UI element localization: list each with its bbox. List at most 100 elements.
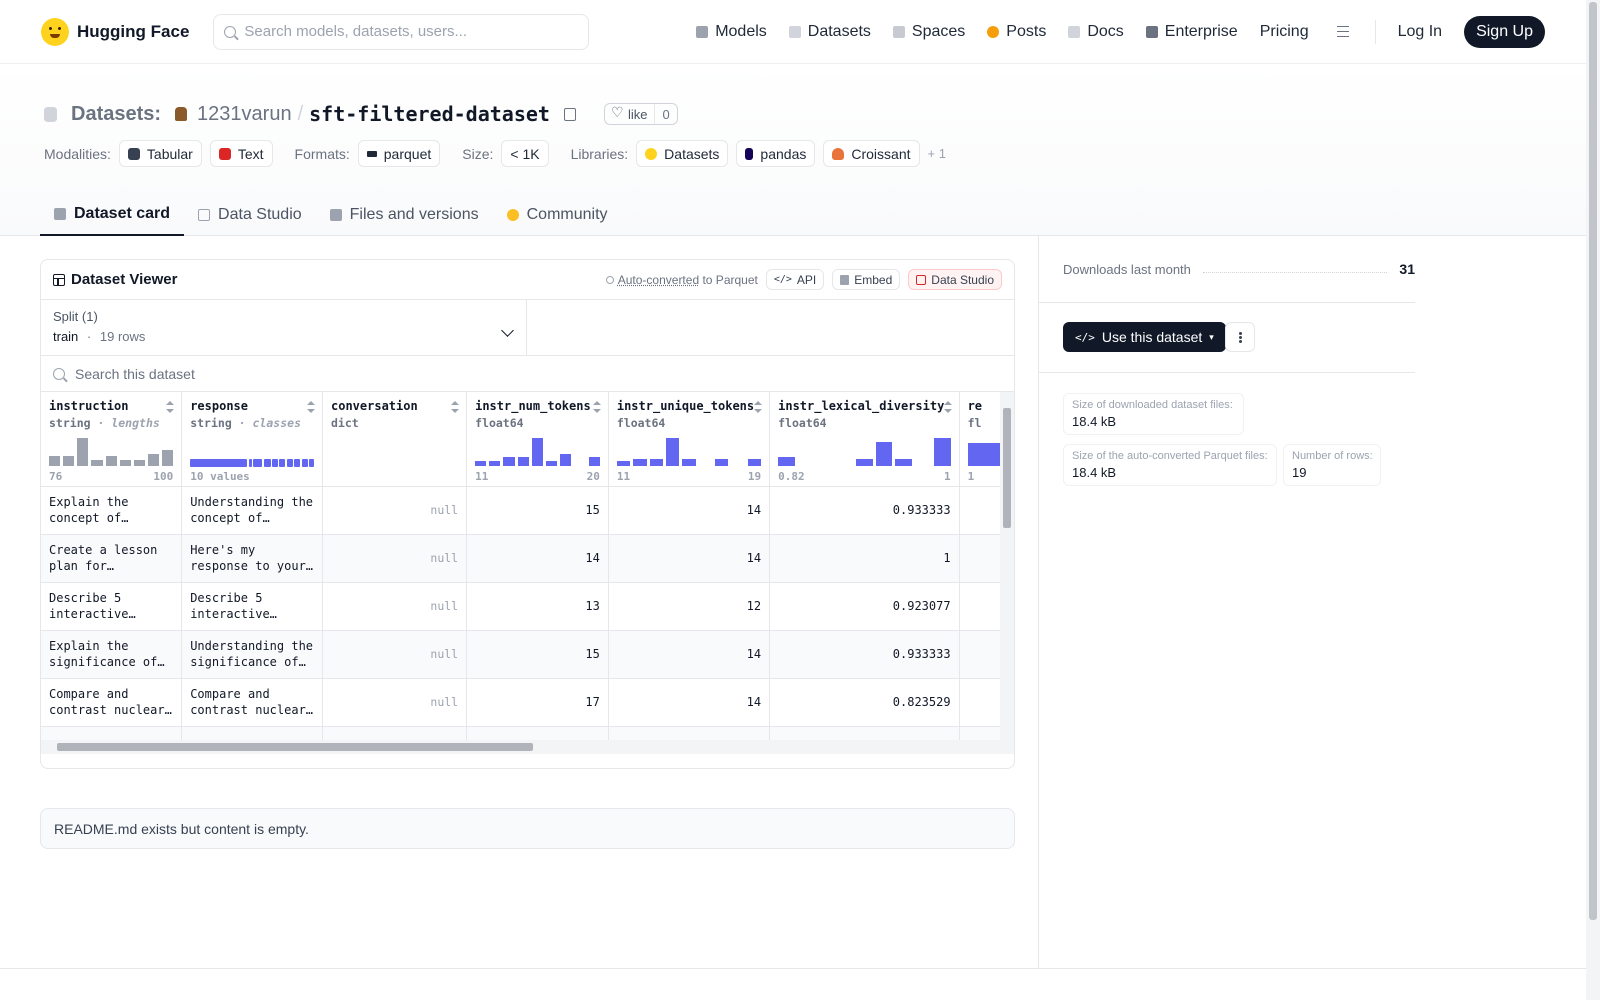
like-button[interactable]: like 0 bbox=[603, 103, 678, 125]
class-segment[interactable] bbox=[248, 458, 252, 467]
histogram-bar[interactable] bbox=[105, 455, 117, 466]
table-cell[interactable]: 13 bbox=[466, 582, 609, 631]
sort-icon[interactable] bbox=[166, 401, 175, 413]
nav-link-datasets[interactable]: Datasets bbox=[788, 23, 871, 41]
dataset-name[interactable]: sft-filtered-dataset bbox=[309, 102, 550, 126]
table-cell[interactable]: Describe 5 interactive… bbox=[41, 582, 183, 631]
histogram-bar[interactable] bbox=[616, 461, 631, 466]
histogram-bar[interactable] bbox=[119, 459, 131, 466]
table-cell[interactable]: null bbox=[322, 486, 468, 535]
sort-icon[interactable] bbox=[592, 401, 601, 413]
histogram-bar[interactable] bbox=[633, 458, 647, 466]
nav-link-enterprise[interactable]: Enterprise bbox=[1145, 23, 1238, 41]
table-cell[interactable]: 0.933333 bbox=[769, 486, 960, 535]
tab-dataset-card[interactable]: Dataset card bbox=[40, 194, 185, 236]
table-cell[interactable]: null bbox=[322, 678, 468, 727]
histogram[interactable] bbox=[475, 437, 600, 466]
auto-converted-link[interactable]: Auto-converted bbox=[617, 272, 700, 287]
histogram-bar[interactable] bbox=[875, 441, 893, 466]
tag-parquet[interactable]: parquet bbox=[357, 140, 441, 167]
class-segment[interactable] bbox=[279, 458, 286, 467]
vertical-scrollbar[interactable] bbox=[1000, 392, 1014, 754]
table-cell[interactable]: null bbox=[322, 630, 468, 679]
table-row[interactable]: Create a lesson plan for teaching…Here's… bbox=[41, 534, 1014, 583]
histogram-bar[interactable] bbox=[747, 458, 762, 466]
column-header-instr_num_tokens[interactable]: instr_num_tokens float64 11 20 bbox=[466, 392, 609, 487]
sort-icon[interactable] bbox=[754, 401, 763, 413]
table-row[interactable]: Explain the significance of… Understandin… bbox=[41, 630, 1014, 679]
tag-tabular[interactable]: Tabular bbox=[118, 140, 202, 167]
nav-link-posts[interactable]: Posts bbox=[987, 23, 1046, 41]
column-header-instr_unique_tokens[interactable]: instr_unique_tokens float64 11 19 bbox=[608, 392, 771, 487]
column-header-instruction[interactable]: instruction string · lengths 76 100 bbox=[41, 392, 183, 487]
table-cell[interactable]: 14 bbox=[608, 534, 771, 583]
table-cell[interactable]: Compare and contrast nuclear… bbox=[181, 678, 323, 727]
table-cell[interactable]: 0.923077 bbox=[769, 582, 960, 631]
login-link[interactable]: Log In bbox=[1397, 22, 1443, 40]
sort-icon[interactable] bbox=[307, 401, 315, 413]
table-cell[interactable]: Explain the significance of… bbox=[41, 630, 183, 679]
histogram[interactable] bbox=[616, 437, 762, 466]
page-scroll-thumb[interactable] bbox=[1589, 2, 1597, 920]
table-cell[interactable]: 12 bbox=[608, 582, 771, 631]
histogram-bar[interactable] bbox=[546, 461, 558, 466]
histogram-bar[interactable] bbox=[649, 458, 663, 466]
histogram-bar[interactable] bbox=[895, 458, 912, 466]
nav-link-models[interactable]: Models bbox=[696, 23, 767, 41]
histogram-bar[interactable] bbox=[682, 458, 696, 466]
histogram-bar[interactable] bbox=[147, 454, 160, 466]
tag-croissant[interactable]: Croissant bbox=[823, 140, 920, 167]
class-segment[interactable] bbox=[272, 458, 278, 467]
histogram[interactable] bbox=[967, 438, 1005, 466]
histogram-bar[interactable] bbox=[133, 459, 145, 466]
table-cell[interactable]: Describe 5 interactive… bbox=[181, 582, 323, 631]
histogram-bar[interactable] bbox=[665, 437, 680, 466]
class-segment[interactable] bbox=[294, 458, 301, 467]
table-cell[interactable]: 0.933333 bbox=[769, 630, 960, 679]
classes-bar[interactable] bbox=[190, 458, 314, 467]
more-options-button[interactable] bbox=[1225, 322, 1255, 352]
histogram-bar[interactable] bbox=[503, 457, 515, 466]
split-select[interactable]: Split (1) train · 19 rows bbox=[41, 300, 527, 355]
api-button[interactable]: </> API bbox=[765, 269, 825, 290]
table-cell[interactable]: Compare and contrast nuclear… bbox=[41, 678, 183, 727]
use-this-dataset-button[interactable]: </> Use this dataset ▾ bbox=[1063, 322, 1226, 352]
sort-icon[interactable] bbox=[451, 401, 460, 413]
class-segment[interactable] bbox=[309, 458, 314, 467]
table-cell[interactable]: 15 bbox=[466, 630, 609, 679]
class-segment[interactable] bbox=[286, 458, 293, 467]
class-segment[interactable] bbox=[301, 458, 308, 467]
histogram-bar[interactable] bbox=[715, 458, 729, 466]
scroll-thumb[interactable] bbox=[57, 743, 533, 751]
table-cell[interactable]: 0.823529 bbox=[769, 678, 960, 727]
tab-data-studio[interactable]: Data Studio bbox=[184, 194, 316, 236]
column-header-conversation[interactable]: conversation dict bbox=[322, 392, 468, 487]
dataset-search-input[interactable]: Search this dataset bbox=[41, 356, 1014, 392]
search-input[interactable]: Search models, datasets, users... bbox=[213, 13, 590, 50]
histogram[interactable] bbox=[778, 437, 951, 466]
histogram-bar[interactable] bbox=[560, 454, 572, 466]
table-cell[interactable]: Understanding the significance of… bbox=[181, 630, 323, 679]
histogram-bar[interactable] bbox=[489, 461, 501, 466]
tag-pandas[interactable]: pandas bbox=[736, 140, 816, 167]
tag-size[interactable]: < 1K bbox=[501, 140, 549, 167]
table-cell[interactable]: 17 bbox=[466, 678, 609, 727]
histogram-bar[interactable] bbox=[856, 458, 873, 466]
table-cell[interactable]: 14 bbox=[608, 486, 771, 535]
nav-link-pricing[interactable]: Pricing bbox=[1260, 23, 1309, 41]
class-segment[interactable] bbox=[190, 458, 248, 467]
histogram-bar[interactable] bbox=[162, 450, 174, 466]
histogram[interactable] bbox=[49, 437, 174, 466]
histogram-bar[interactable] bbox=[77, 437, 89, 466]
column-header-response[interactable]: response string · classes 10 values bbox=[181, 392, 323, 487]
table-cell[interactable]: Understanding the concept of… bbox=[181, 486, 323, 535]
horizontal-scrollbar[interactable] bbox=[41, 740, 1014, 754]
copy-icon[interactable] bbox=[563, 107, 576, 121]
table-cell[interactable]: 14 bbox=[608, 630, 771, 679]
histogram-bar[interactable] bbox=[91, 459, 103, 466]
histogram-bar[interactable] bbox=[778, 457, 795, 466]
class-segment[interactable] bbox=[253, 458, 263, 467]
tab-community[interactable]: Community bbox=[493, 194, 622, 236]
histogram-bar[interactable] bbox=[49, 455, 61, 466]
page-scrollbar[interactable] bbox=[1586, 0, 1600, 1000]
